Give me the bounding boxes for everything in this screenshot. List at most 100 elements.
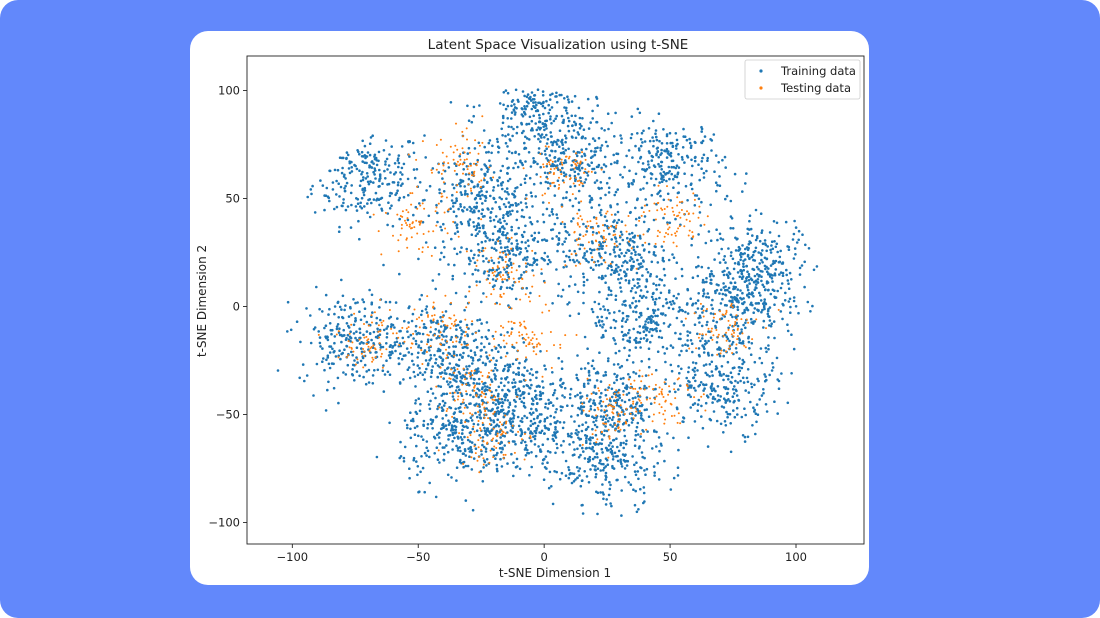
scatter-point: [405, 347, 409, 350]
scatter-point: [793, 219, 796, 223]
scatter-point: [724, 261, 727, 264]
scatter-point: [608, 176, 611, 180]
scatter-point: [539, 165, 542, 169]
scatter-point: [474, 447, 478, 451]
scatter-point: [321, 310, 324, 313]
scatter-point: [749, 353, 753, 357]
scatter-point: [790, 372, 793, 375]
scatter-point: [701, 305, 705, 308]
scatter-point: [497, 261, 501, 264]
scatter-point: [658, 139, 661, 143]
scatter-point: [391, 351, 394, 355]
scatter-point: [420, 455, 423, 458]
scatter-point: [491, 232, 495, 235]
scatter-point: [576, 354, 579, 357]
scatter-point: [539, 175, 542, 178]
scatter-point: [464, 454, 468, 457]
scatter-point: [643, 175, 646, 179]
scatter-point: [507, 304, 510, 307]
scatter-point: [520, 107, 524, 110]
scatter-point: [489, 176, 493, 180]
scatter-point: [606, 463, 610, 467]
scatter-point: [660, 336, 664, 340]
scatter-point: [757, 251, 760, 254]
scatter-point: [426, 390, 430, 394]
scatter-point: [368, 288, 371, 292]
scatter-point: [441, 358, 445, 361]
scatter-point: [411, 141, 415, 145]
scatter-point: [620, 233, 624, 236]
scatter-point: [770, 277, 774, 280]
scatter-point: [597, 136, 601, 140]
scatter-point: [729, 313, 733, 317]
scatter-point: [641, 243, 644, 247]
scatter-point: [521, 235, 525, 238]
scatter-point: [371, 360, 374, 363]
scatter-point: [359, 201, 362, 205]
scatter-point: [498, 218, 502, 221]
scatter-point: [506, 462, 509, 465]
scatter-point: [642, 491, 646, 495]
scatter-point: [415, 219, 418, 222]
scatter-point: [655, 288, 658, 291]
scatter-point: [548, 182, 552, 185]
scatter-point: [513, 190, 516, 193]
scatter-point: [594, 472, 598, 476]
scatter-point: [619, 458, 622, 462]
scatter-point: [723, 255, 726, 258]
scatter-point: [707, 352, 710, 356]
scatter-point: [596, 146, 599, 149]
scatter-point: [717, 252, 721, 255]
scatter-point: [546, 163, 549, 165]
scatter-point: [726, 360, 730, 364]
scatter-point: [561, 166, 564, 170]
scatter-point: [591, 310, 595, 314]
scatter-point: [511, 412, 515, 415]
scatter-point: [665, 301, 669, 305]
scatter-point: [501, 216, 505, 220]
scatter-point: [607, 286, 611, 289]
scatter-point: [441, 423, 444, 427]
scatter-point: [626, 268, 629, 271]
scatter-point: [488, 282, 491, 285]
scatter-point: [515, 239, 518, 242]
scatter-point: [397, 336, 400, 339]
scatter-point: [452, 186, 456, 190]
scatter-point: [433, 246, 437, 249]
scatter-point: [674, 217, 677, 221]
scatter-point: [464, 173, 468, 176]
scatter-point: [523, 181, 527, 185]
scatter-point: [623, 400, 627, 404]
scatter-point: [414, 385, 417, 388]
scatter-point: [514, 372, 518, 376]
scatter-point: [539, 102, 543, 105]
scatter-point: [540, 256, 544, 260]
scatter-point: [485, 295, 488, 298]
scatter-point: [601, 274, 604, 278]
scatter-point: [514, 442, 517, 446]
scatter-point: [650, 193, 654, 197]
scatter-point: [577, 172, 580, 176]
scatter-point: [643, 384, 646, 388]
scatter-point: [747, 275, 751, 278]
scatter-point: [455, 226, 459, 230]
scatter-point: [620, 290, 623, 293]
scatter-point: [575, 376, 579, 380]
scatter-point: [686, 344, 690, 347]
scatter-point: [767, 267, 770, 270]
scatter-point: [433, 353, 436, 357]
scatter-point: [493, 274, 495, 277]
scatter-point: [414, 399, 418, 402]
scatter-point: [550, 135, 553, 138]
scatter-point: [546, 461, 549, 465]
scatter-point: [379, 298, 381, 301]
scatter-point: [625, 464, 629, 467]
scatter-point: [633, 444, 637, 448]
scatter-point: [691, 368, 695, 372]
scatter-point: [609, 262, 612, 265]
scatter-point: [469, 187, 472, 190]
scatter-point: [411, 312, 415, 316]
scatter-point: [620, 319, 624, 323]
scatter-point: [492, 261, 496, 265]
scatter-point: [573, 260, 576, 264]
